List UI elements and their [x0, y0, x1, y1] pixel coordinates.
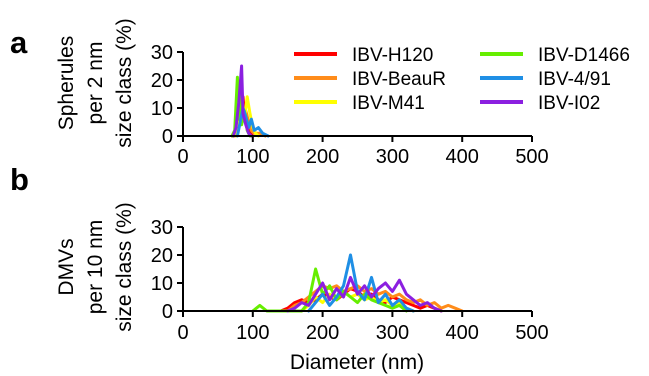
- legend-item-ibv-beaur: IBV-BeauR: [294, 69, 446, 90]
- x-tick-label-b-100: 100: [236, 322, 269, 344]
- legend-label-ibv-4-91: IBV-4/91: [538, 69, 611, 90]
- x-tick-label-a-200: 200: [306, 146, 339, 168]
- x-tick-label-a-500: 500: [515, 146, 548, 168]
- series-line-b-ibv-4-91: [307, 253, 415, 313]
- panel-a: a Spherules per 2 nm size class (%) IBV-…: [10, 18, 630, 168]
- legend-item-ibv-h120: IBV-H120: [294, 45, 433, 66]
- x-tick-label-a-400: 400: [446, 146, 479, 168]
- x-tick-label-b-500: 500: [515, 322, 548, 344]
- x-tick-label-b-300: 300: [376, 322, 409, 344]
- y-tick-label-b-0: 0: [162, 301, 173, 323]
- legend-label-ibv-m41: IBV-M41: [352, 93, 425, 114]
- x-tick-label-b-400: 400: [446, 322, 479, 344]
- legend-item-ibv-m41: IBV-M41: [294, 93, 425, 114]
- x-tick-label-a-100: 100: [236, 146, 269, 168]
- ylabel-a-line1: Spherules: [55, 36, 78, 131]
- series-line-a-ibv-i02: [231, 64, 253, 138]
- y-tick-label-a-20: 20: [151, 70, 173, 92]
- legend-label-ibv-i02: IBV-I02: [538, 93, 600, 114]
- legend-item-ibv-4-91: IBV-4/91: [480, 69, 611, 90]
- panel-letter-b: b: [10, 162, 29, 197]
- panel-b: b DMVs per 10 nm size class (%) Diameter…: [10, 162, 549, 374]
- legend-label-ibv-d1466: IBV-D1466: [538, 45, 630, 66]
- legend: IBV-H120 IBV-BeauR IBV-M41 IBV-D1466 IBV…: [294, 45, 630, 114]
- ylabel-b-line1: DMVs: [55, 238, 78, 295]
- legend-label-ibv-beaur: IBV-BeauR: [352, 69, 446, 90]
- ylabel-a-line3: size class (%): [113, 18, 136, 148]
- x-tick-label-a-0: 0: [177, 146, 188, 168]
- y-tick-label-a-30: 30: [151, 42, 173, 64]
- ylabel-b-line2: per 10 nm: [84, 220, 107, 315]
- y-tick-label-b-30: 30: [151, 217, 173, 239]
- ylabel-a-line2: per 2 nm: [84, 42, 107, 125]
- y-tick-label-a-0: 0: [162, 126, 173, 148]
- x-tick-label-b-0: 0: [177, 322, 188, 344]
- legend-item-ibv-i02: IBV-I02: [480, 93, 600, 114]
- legend-item-ibv-d1466: IBV-D1466: [480, 45, 630, 66]
- y-tick-label-b-10: 10: [151, 273, 173, 295]
- series-line-a-ibv-4-91: [235, 106, 270, 138]
- series-line-b-ibv-i02: [286, 275, 443, 313]
- x-tick-label-b-200: 200: [306, 322, 339, 344]
- x-tick-label-a-300: 300: [376, 146, 409, 168]
- y-tick-label-b-20: 20: [151, 245, 173, 267]
- panel-letter-a: a: [10, 25, 28, 60]
- y-tick-label-a-10: 10: [151, 98, 173, 120]
- xlabel-b: Diameter (nm): [290, 351, 424, 374]
- legend-label-ibv-h120: IBV-H120: [352, 45, 433, 66]
- ylabel-b-line3: size class (%): [113, 202, 136, 332]
